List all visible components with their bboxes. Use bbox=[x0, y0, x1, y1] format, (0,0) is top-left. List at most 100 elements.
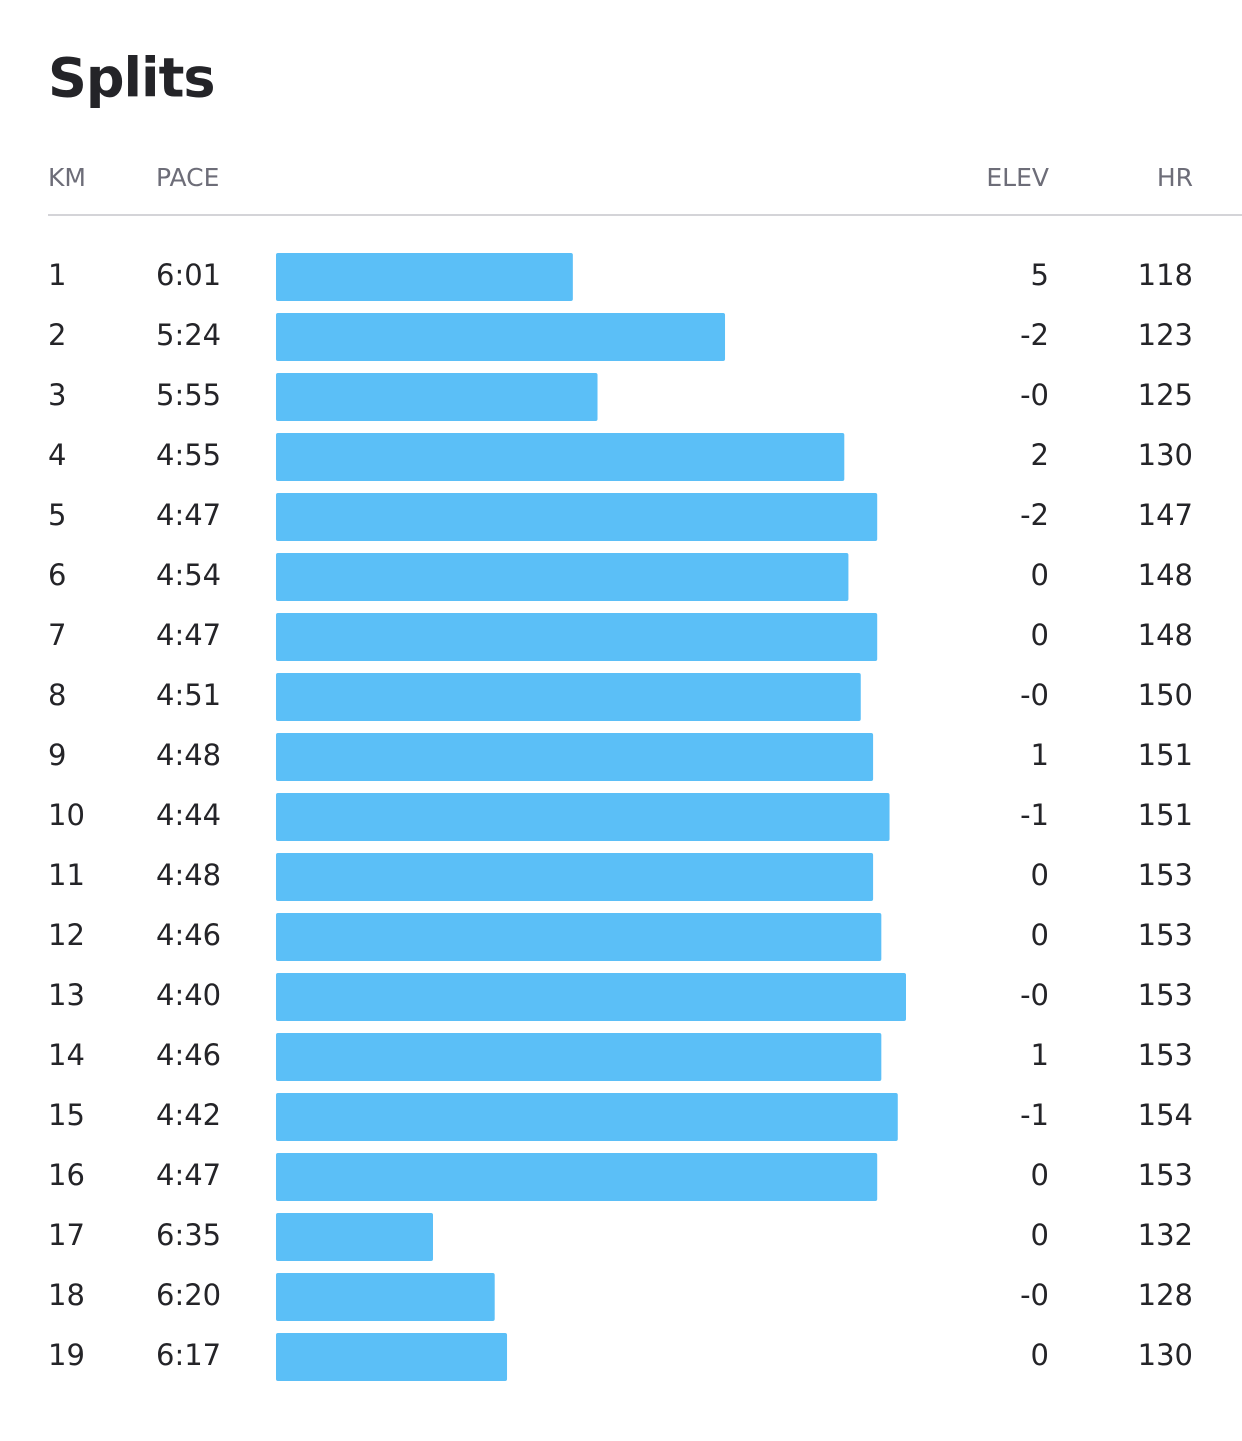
elevation: 1 bbox=[1031, 1038, 1049, 1072]
heart-rate: 151 bbox=[1138, 798, 1193, 832]
pace-bar bbox=[276, 853, 874, 901]
elevation: -1 bbox=[1020, 1098, 1049, 1132]
pace-bar bbox=[276, 1093, 898, 1141]
heart-rate: 130 bbox=[1138, 438, 1193, 472]
pace-bar bbox=[276, 613, 878, 661]
elevation: -2 bbox=[1020, 318, 1049, 352]
km: 16 bbox=[48, 1158, 85, 1192]
pace-bar bbox=[276, 493, 878, 541]
heart-rate: 153 bbox=[1138, 1038, 1193, 1072]
elevation: 1 bbox=[1031, 738, 1049, 772]
pace: 4:46 bbox=[156, 1038, 221, 1072]
pace: 4:47 bbox=[156, 618, 221, 652]
elevation: -0 bbox=[1020, 1278, 1049, 1312]
elevation: -0 bbox=[1020, 978, 1049, 1012]
pace: 4:44 bbox=[156, 798, 221, 832]
elevation: 2 bbox=[1031, 438, 1049, 472]
elevation: 0 bbox=[1031, 1158, 1049, 1192]
pace-bar bbox=[276, 433, 845, 481]
heart-rate: 147 bbox=[1138, 498, 1193, 532]
heart-rate: 128 bbox=[1138, 1278, 1193, 1312]
pace-bar bbox=[276, 673, 861, 721]
pace-bar bbox=[276, 1273, 495, 1321]
pace-bar bbox=[276, 733, 874, 781]
pace-bar bbox=[276, 1033, 882, 1081]
elevation: -0 bbox=[1020, 678, 1049, 712]
km: 14 bbox=[48, 1038, 85, 1072]
elevation: 0 bbox=[1031, 918, 1049, 952]
km: 15 bbox=[48, 1098, 85, 1132]
pace-bar bbox=[276, 373, 598, 421]
elevation: 0 bbox=[1031, 1218, 1049, 1252]
pace-bar bbox=[276, 1153, 878, 1201]
pace: 4:55 bbox=[156, 438, 221, 472]
heart-rate: 150 bbox=[1138, 678, 1193, 712]
pace: 4:42 bbox=[156, 1098, 221, 1132]
heart-rate: 153 bbox=[1138, 1158, 1193, 1192]
km: 7 bbox=[48, 618, 66, 652]
km: 10 bbox=[48, 798, 85, 832]
pace: 6:20 bbox=[156, 1278, 221, 1312]
km: 13 bbox=[48, 978, 85, 1012]
km: 19 bbox=[48, 1338, 85, 1372]
heart-rate: 153 bbox=[1138, 978, 1193, 1012]
pace-bar bbox=[276, 793, 890, 841]
heart-rate: 154 bbox=[1138, 1098, 1193, 1132]
km: 8 bbox=[48, 678, 66, 712]
pace: 4:51 bbox=[156, 678, 221, 712]
pace-bar bbox=[276, 553, 849, 601]
pace-bar bbox=[276, 973, 906, 1021]
pace-bar bbox=[276, 1333, 508, 1381]
column-header: PACE bbox=[156, 163, 219, 192]
heart-rate: 132 bbox=[1138, 1218, 1193, 1252]
pace: 6:17 bbox=[156, 1338, 221, 1372]
pace: 6:01 bbox=[156, 258, 221, 292]
heart-rate: 151 bbox=[1138, 738, 1193, 772]
pace-bar bbox=[276, 253, 573, 301]
km: 9 bbox=[48, 738, 66, 772]
elevation: 0 bbox=[1031, 1338, 1049, 1372]
heart-rate: 118 bbox=[1138, 258, 1193, 292]
pace: 4:47 bbox=[156, 1158, 221, 1192]
heart-rate: 148 bbox=[1138, 558, 1193, 592]
km: 1 bbox=[48, 258, 66, 292]
km: 11 bbox=[48, 858, 85, 892]
elevation: -2 bbox=[1020, 498, 1049, 532]
pace: 4:54 bbox=[156, 558, 221, 592]
heart-rate: 153 bbox=[1138, 858, 1193, 892]
column-header: ELEV bbox=[986, 163, 1049, 192]
column-header: KM bbox=[48, 163, 86, 192]
km: 4 bbox=[48, 438, 66, 472]
pace: 4:40 bbox=[156, 978, 221, 1012]
pace: 4:46 bbox=[156, 918, 221, 952]
pace-bar bbox=[276, 1213, 433, 1261]
heart-rate: 153 bbox=[1138, 918, 1193, 952]
elevation: 5 bbox=[1031, 258, 1049, 292]
heart-rate: 130 bbox=[1138, 1338, 1193, 1372]
elevation: -1 bbox=[1020, 798, 1049, 832]
km: 2 bbox=[48, 318, 66, 352]
pace: 4:47 bbox=[156, 498, 221, 532]
km: 18 bbox=[48, 1278, 85, 1312]
pace-bar bbox=[276, 313, 726, 361]
pace-bar bbox=[276, 913, 882, 961]
km: 17 bbox=[48, 1218, 85, 1252]
title: Splits bbox=[48, 47, 215, 110]
km: 12 bbox=[48, 918, 85, 952]
column-header: HR bbox=[1157, 163, 1193, 192]
km: 6 bbox=[48, 558, 66, 592]
heart-rate: 125 bbox=[1138, 378, 1193, 412]
pace: 4:48 bbox=[156, 738, 221, 772]
elevation: -0 bbox=[1020, 378, 1049, 412]
pace: 4:48 bbox=[156, 858, 221, 892]
pace: 5:55 bbox=[156, 378, 221, 412]
heart-rate: 123 bbox=[1138, 318, 1193, 352]
elevation: 0 bbox=[1031, 618, 1049, 652]
km: 3 bbox=[48, 378, 66, 412]
pace: 5:24 bbox=[156, 318, 221, 352]
pace: 6:35 bbox=[156, 1218, 221, 1252]
km: 5 bbox=[48, 498, 66, 532]
elevation: 0 bbox=[1031, 558, 1049, 592]
